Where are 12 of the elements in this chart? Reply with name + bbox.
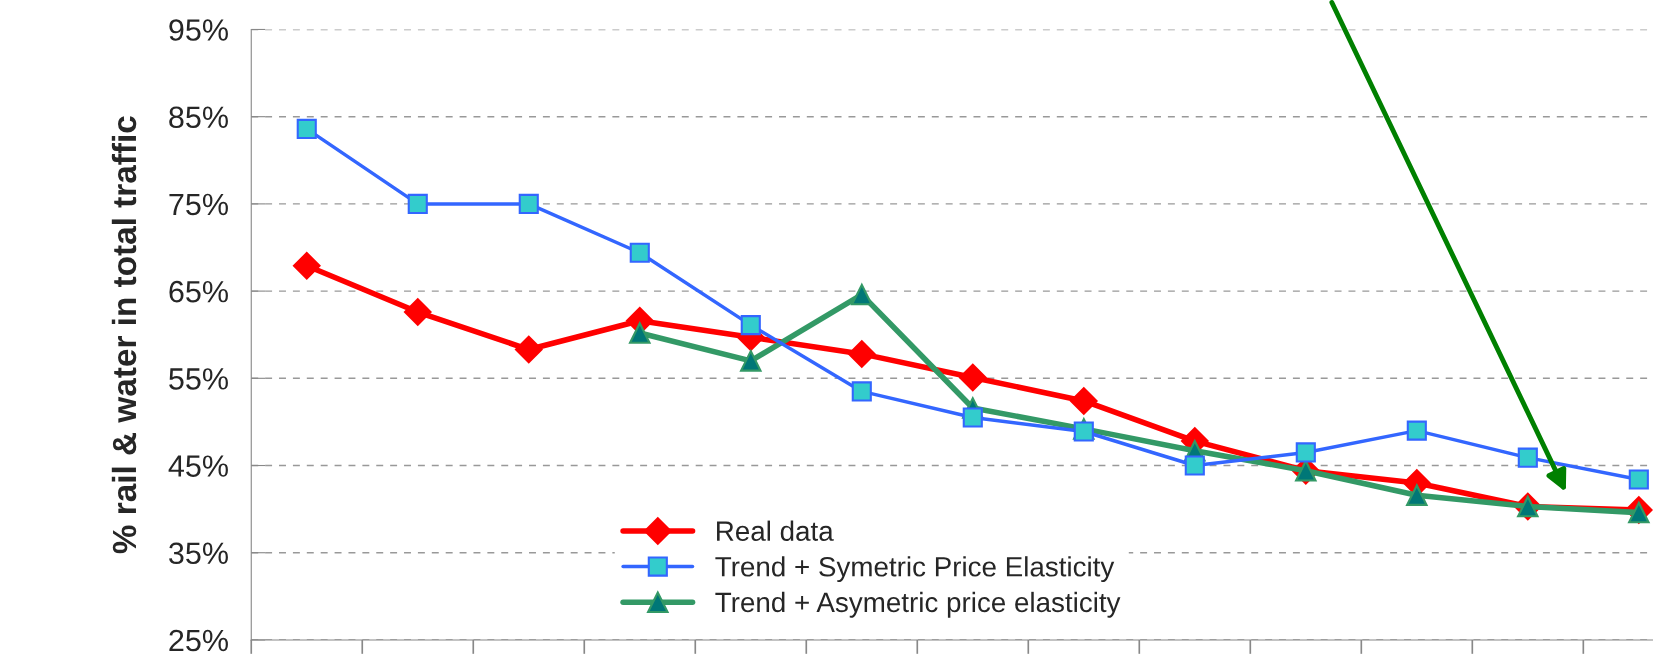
y-tick-label: 35% [169, 542, 228, 565]
y-axis-title: % rail & water in total traffic [111, 116, 137, 554]
y-tick-label: 65% [169, 280, 228, 303]
legend-label: Trend + Symetric Price Elasticity [715, 556, 1115, 583]
y-tick-label: 45% [168, 455, 228, 477]
y-tick-label: 75% [169, 193, 228, 216]
legend-label: Real data [717, 520, 834, 541]
y-tick-label: 25% [169, 629, 228, 652]
legend-label: Trend + Asymetric price elasticity [715, 591, 1121, 618]
y-tick-label: 95% [169, 19, 228, 41]
y-tick-label: 85% [169, 106, 228, 129]
y-tick-label: 55% [169, 368, 228, 390]
